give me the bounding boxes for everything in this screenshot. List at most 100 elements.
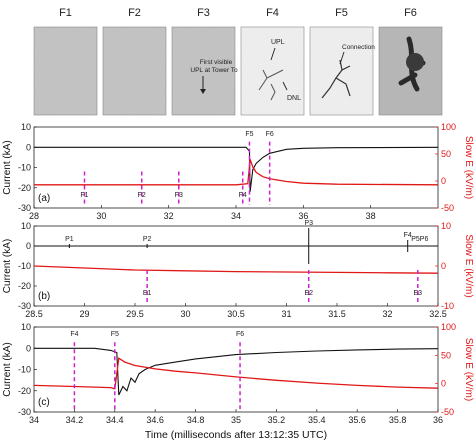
frame3-annotation-line2: UPL at Tower To bbox=[190, 67, 238, 74]
y-tick-label: -20 bbox=[18, 183, 31, 193]
plot-content bbox=[34, 342, 438, 409]
x-tick-label: 28 bbox=[29, 211, 39, 221]
video-frame-2: F2 bbox=[102, 7, 167, 116]
frame4-dnl-arrow bbox=[282, 81, 288, 91]
frame-noise bbox=[34, 27, 97, 115]
x-tick-label: 29 bbox=[79, 309, 89, 319]
panel-label: (c) bbox=[38, 397, 50, 408]
x-tick-label: 31.5 bbox=[328, 309, 346, 319]
x-axis-title: Time (milliseconds after 13:12:35 UTC) bbox=[145, 429, 327, 441]
plot-content bbox=[34, 141, 438, 205]
x-tick-label: 36 bbox=[433, 415, 443, 425]
frame4-upl-arrow bbox=[270, 47, 276, 61]
frame-marker-label: E2 bbox=[304, 290, 313, 297]
x-tick-label: 31 bbox=[281, 309, 291, 319]
panel-3: 34 34.2 34.4 34.6 34.8 35 35.2 35.4 35.6 35.8 36 -3… bbox=[2, 322, 474, 441]
x-tick-label: 35.4 bbox=[308, 415, 326, 425]
y2-axis-title: Slow E (kV/m) bbox=[463, 136, 474, 199]
frame-label: F5 bbox=[335, 7, 348, 19]
frame-marker-label: F2 bbox=[138, 192, 146, 199]
y-tick-label: -30 bbox=[18, 203, 31, 213]
frame5-annotation: Connection bbox=[342, 44, 375, 51]
slow-e-series-line bbox=[34, 265, 438, 274]
y2-tick-label: 50 bbox=[441, 149, 451, 159]
frame-label: F1 bbox=[59, 7, 72, 19]
x-tick-label: 30 bbox=[180, 309, 190, 319]
slow-e-series-line bbox=[34, 357, 438, 390]
frame-noise bbox=[103, 27, 166, 115]
y2-tick-label: 100 bbox=[441, 122, 456, 132]
frame-marker-label: F3 bbox=[175, 192, 183, 199]
x-tick-label: 30.5 bbox=[227, 309, 245, 319]
frame-noise bbox=[172, 27, 235, 115]
x-tick-label: 35.6 bbox=[348, 415, 366, 425]
y2-tick-label: 0 bbox=[441, 379, 446, 389]
y-axis-title: Current (kA) bbox=[2, 239, 13, 293]
x-tick-label: 35.8 bbox=[389, 415, 407, 425]
x-tick-label: 32 bbox=[382, 309, 392, 319]
frame4-channels bbox=[258, 69, 284, 101]
current-series-line bbox=[34, 146, 438, 192]
video-frame-3: F3 bbox=[171, 7, 236, 116]
y-tick-label: -30 bbox=[18, 407, 31, 417]
x-tick-label: 30 bbox=[96, 211, 106, 221]
frame-marker-label: E1 bbox=[143, 290, 152, 297]
y2-tick-label: 0 bbox=[441, 261, 446, 271]
pulse-label: P5P6 bbox=[411, 236, 428, 243]
plot-area bbox=[33, 326, 439, 413]
frame-marker-label: E3 bbox=[414, 290, 423, 297]
x-tick-label: 32.5 bbox=[429, 309, 447, 319]
y-axis-title: Current (kA) bbox=[2, 140, 13, 194]
frame-border bbox=[102, 26, 167, 116]
frame-label: F6 bbox=[404, 7, 417, 19]
frame-border bbox=[309, 26, 374, 116]
frame-grain bbox=[241, 27, 304, 115]
frame-marker-label: F6 bbox=[236, 331, 244, 338]
x-tick-label: 34 bbox=[231, 211, 241, 221]
frame-marker-label: F4 bbox=[239, 192, 247, 199]
frame-label: F2 bbox=[128, 7, 141, 19]
x-tick-label: 36 bbox=[298, 211, 308, 221]
x-tick-label: 34 bbox=[29, 415, 39, 425]
y-tick-label: 0 bbox=[26, 142, 31, 152]
pulse-label: P3 bbox=[304, 220, 313, 227]
y-tick-label: 10 bbox=[21, 221, 31, 231]
y-tick-label: -10 bbox=[18, 163, 31, 173]
frame-marker-label: F6 bbox=[266, 131, 274, 138]
frame-border bbox=[378, 26, 443, 116]
frame-border bbox=[33, 26, 98, 116]
video-frame-1: F1 bbox=[33, 7, 98, 116]
frame4-annotation-upl: UPL bbox=[271, 39, 285, 46]
y-tick-label: 0 bbox=[26, 241, 31, 251]
frame-marker-label: F4 bbox=[70, 331, 78, 338]
frame5-arrow bbox=[339, 51, 345, 65]
frame-border bbox=[240, 26, 305, 116]
pulse-label: F4 bbox=[404, 232, 412, 239]
pulse-label: P2 bbox=[143, 236, 152, 243]
plot-area bbox=[33, 225, 439, 307]
panel-2: 28.5 29 29.5 30 30.5 31 31.5 32 32.5 -30 -20 -10 0 10… bbox=[2, 220, 474, 319]
frame-label: F4 bbox=[266, 7, 279, 19]
y2-tick-label: 10 bbox=[441, 221, 451, 231]
panel-1: 28 30 32 34 36 38 -30 -20 -10 0 10 -50 0 50 100 Current… bbox=[2, 122, 474, 221]
y2-tick-label: 100 bbox=[441, 322, 456, 332]
x-tick-label: 28.5 bbox=[25, 309, 43, 319]
y-tick-label: -30 bbox=[18, 301, 31, 311]
x-tick-label: 32 bbox=[164, 211, 174, 221]
x-tick-label: 34.8 bbox=[187, 415, 205, 425]
y2-axis-title: Slow E (kV/m) bbox=[463, 338, 474, 401]
y2-tick-label: -10 bbox=[441, 301, 454, 311]
lightning-glow bbox=[406, 53, 424, 71]
y-tick-label: -20 bbox=[18, 386, 31, 396]
frame4-annotation-dnl: DNL bbox=[287, 95, 301, 102]
panel-label: (b) bbox=[38, 291, 50, 302]
y-tick-label: -10 bbox=[18, 261, 31, 271]
frame-label: F3 bbox=[197, 7, 210, 19]
frame-marker-label: F1 bbox=[80, 192, 88, 199]
y-tick-label: -10 bbox=[18, 365, 31, 375]
y-tick-label: 10 bbox=[21, 322, 31, 332]
plot-area bbox=[33, 126, 439, 209]
frame-marker-label: F5 bbox=[111, 331, 119, 338]
x-tick-label: 34.6 bbox=[146, 415, 164, 425]
x-tick-label: 35.2 bbox=[268, 415, 286, 425]
